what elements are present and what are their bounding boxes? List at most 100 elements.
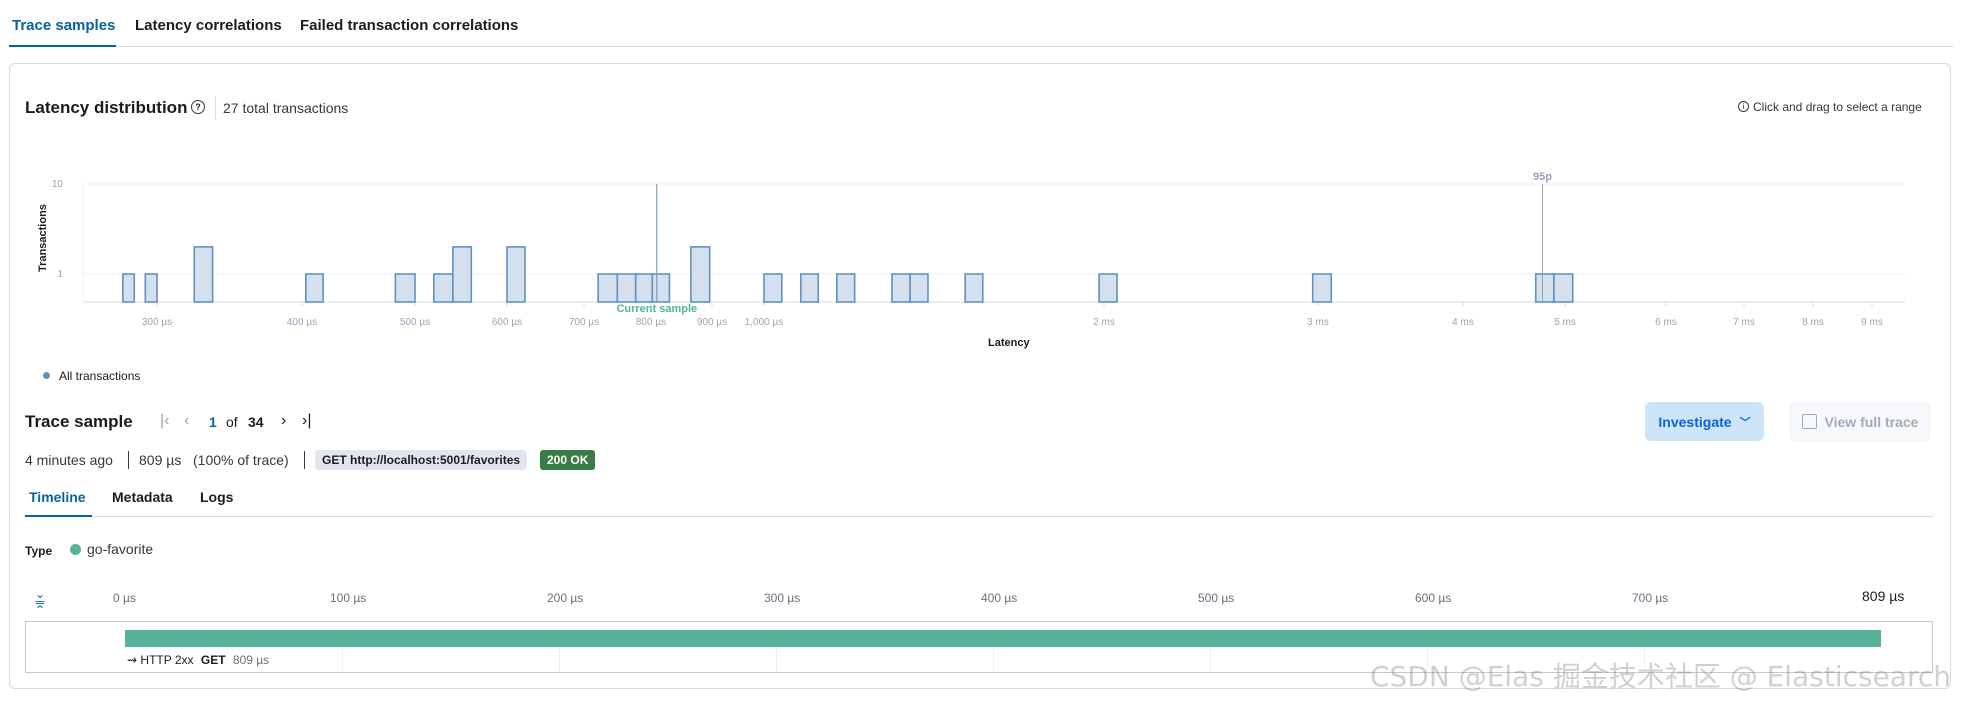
y-tick-label: 1 xyxy=(57,269,63,280)
histogram-bar xyxy=(597,273,619,303)
histogram-bar xyxy=(891,273,911,303)
x-tick-label: 800 µs xyxy=(636,317,666,328)
p95-marker: 95p xyxy=(1533,171,1552,183)
watermark: CSDN @Elas 掘金技术社区 @ Elasticsearch xyxy=(1369,660,1951,693)
tabs-divider xyxy=(9,46,1953,47)
timeline-tick: 500 µs xyxy=(1198,591,1235,605)
trace-duration: 809 µs xyxy=(139,452,182,468)
tab-logs[interactable]: Logs xyxy=(200,489,234,505)
latency-chart[interactable]: 10 1 300 µs 400 µs 500 µs 600 µs 700 µs 800 µs 9… xyxy=(0,0,1965,400)
timeline-waterfall xyxy=(25,621,1933,673)
latency-title: Latency distribution xyxy=(25,98,188,117)
tab-trace-samples[interactable]: Trace samples xyxy=(12,17,116,34)
x-tick-label: 1,000 µs xyxy=(745,317,784,328)
last-page-icon[interactable]: ›| xyxy=(302,412,312,429)
exit-span-icon: ⇝ xyxy=(127,653,138,667)
question-circle-icon[interactable]: ? xyxy=(191,100,205,114)
tab-failed-transaction-correlations[interactable]: Failed transaction correlations xyxy=(300,17,519,34)
trace-percentage: (100% of trace) xyxy=(193,452,289,468)
latency-panel xyxy=(9,63,1951,689)
x-tick-label: 500 µs xyxy=(400,317,430,328)
span-method: GET xyxy=(200,653,226,667)
histogram-bar xyxy=(506,246,526,303)
divider xyxy=(304,451,305,469)
span-duration: 809 µs xyxy=(232,653,270,667)
histogram-bar xyxy=(122,273,136,303)
x-tick-label: 8 ms xyxy=(1802,317,1824,328)
x-tick-label: 4 ms xyxy=(1452,317,1474,328)
x-tick-label: 2 ms xyxy=(1093,317,1115,328)
histogram-bar xyxy=(144,273,158,303)
x-tick-label: 400 µs xyxy=(287,317,317,328)
type-color-dot xyxy=(70,544,81,555)
timeline-tick: 400 µs xyxy=(981,591,1018,605)
timeline-gridline xyxy=(993,648,994,672)
view-full-trace-button[interactable]: View full trace xyxy=(1789,402,1931,441)
histogram-bar xyxy=(1311,273,1333,303)
x-tick-label: 9 ms xyxy=(1861,317,1883,328)
x-tick-label: 600 µs xyxy=(492,317,522,328)
histogram-bar xyxy=(763,273,783,303)
x-tick-label: 3 ms xyxy=(1307,317,1329,328)
histogram-bar xyxy=(836,273,856,303)
y-tick-label: 10 xyxy=(52,179,64,190)
tab-metadata[interactable]: Metadata xyxy=(112,489,173,505)
timeline-tick: 0 µs xyxy=(113,591,136,605)
span-bar[interactable] xyxy=(125,630,1881,647)
timeline-tick: 700 µs xyxy=(1632,591,1669,605)
x-axis-label: Latency xyxy=(988,337,1030,349)
total-transactions: 27 total transactions xyxy=(223,100,349,116)
tab-latency-correlations[interactable]: Latency correlations xyxy=(135,17,282,34)
current-page[interactable]: 1 xyxy=(209,414,217,430)
timeline-gridline xyxy=(559,648,560,672)
x-tick-label: 6 ms xyxy=(1655,317,1677,328)
current-sample-marker: Current sample xyxy=(616,303,697,315)
active-tab-indicator xyxy=(9,45,116,47)
span-result: HTTP 2xx xyxy=(140,653,194,667)
first-page-icon[interactable]: |‹ xyxy=(160,412,170,429)
timeline-gridline xyxy=(1644,648,1645,672)
divider xyxy=(215,96,216,120)
collapse-all-icon[interactable]: ⌄ ═ ⌃ xyxy=(34,587,46,617)
histogram-bar xyxy=(394,273,416,303)
investigate-button[interactable]: Investigate ﹀ xyxy=(1645,402,1764,441)
active-subtab-indicator xyxy=(25,515,92,517)
timeline-gridline xyxy=(342,648,343,672)
timeline-max-label: 809 µs xyxy=(1862,588,1905,604)
histogram-bar xyxy=(452,246,473,303)
span-label[interactable]: ⇝ HTTP 2xx GET 809 µs xyxy=(127,653,269,667)
histogram-bar xyxy=(1098,273,1118,303)
divider xyxy=(128,451,129,469)
status-badge: 200 OK xyxy=(540,450,596,470)
request-badge: GET http://localhost:5001/favorites xyxy=(315,450,528,470)
info-icon: i xyxy=(1738,101,1749,112)
histogram-bar xyxy=(651,273,671,303)
histogram-bar xyxy=(616,273,637,303)
view-full-trace-label: View full trace xyxy=(1824,413,1919,430)
timeline-gridline xyxy=(1210,648,1211,672)
x-tick-label: 900 µs xyxy=(697,317,727,328)
next-page-icon[interactable]: › xyxy=(281,412,287,429)
type-value[interactable]: go-favorite xyxy=(87,541,154,557)
prev-page-icon[interactable]: ‹ xyxy=(184,412,190,429)
legend-dot xyxy=(43,372,50,379)
trace-sample-title: Trace sample xyxy=(25,412,133,431)
x-tick-label: 300 µs xyxy=(142,317,172,328)
histogram-bar xyxy=(1534,273,1555,303)
total-pages: 34 xyxy=(248,414,264,430)
document-icon xyxy=(1801,414,1817,429)
investigate-label: Investigate xyxy=(1658,413,1732,430)
timeline-tick: 200 µs xyxy=(547,591,584,605)
x-tick-label: 5 ms xyxy=(1554,317,1576,328)
subtabs-divider xyxy=(25,516,1933,517)
trace-age: 4 minutes ago xyxy=(25,452,113,468)
histogram-bar xyxy=(800,273,820,303)
histogram-bar xyxy=(193,246,214,303)
legend-all-transactions[interactable]: All transactions xyxy=(59,369,141,383)
timeline-gridline xyxy=(776,648,777,672)
tab-timeline[interactable]: Timeline xyxy=(29,489,86,505)
x-tick-label: 7 ms xyxy=(1733,317,1755,328)
chevron-down-icon: ﹀ xyxy=(1739,416,1751,429)
timeline-tick: 100 µs xyxy=(330,591,367,605)
x-tick-label: 700 µs xyxy=(569,317,599,328)
